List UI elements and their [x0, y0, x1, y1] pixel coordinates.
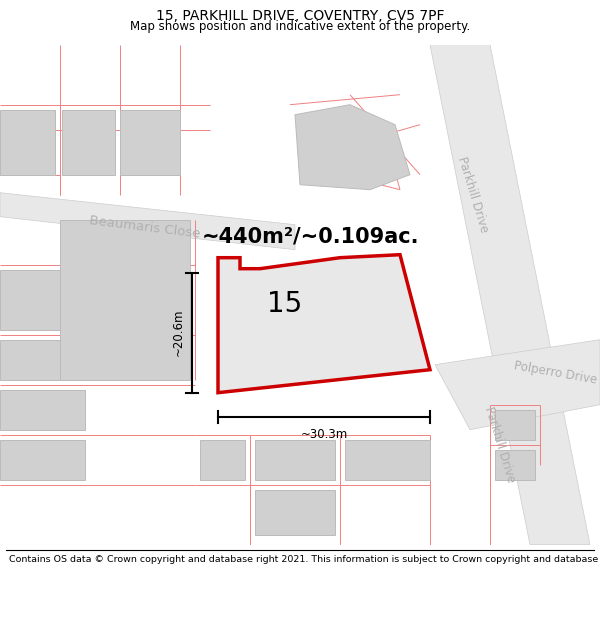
Polygon shape	[255, 440, 335, 480]
Text: ~20.6m: ~20.6m	[172, 309, 185, 356]
Text: Map shows position and indicative extent of the property.: Map shows position and indicative extent…	[130, 20, 470, 33]
Polygon shape	[60, 220, 190, 380]
Text: Parkhill Drive: Parkhill Drive	[455, 155, 491, 234]
Polygon shape	[345, 440, 430, 480]
Polygon shape	[0, 192, 295, 250]
Polygon shape	[435, 340, 600, 430]
Polygon shape	[0, 390, 85, 430]
Polygon shape	[0, 110, 55, 175]
Polygon shape	[0, 270, 115, 330]
Text: 15: 15	[267, 290, 302, 318]
Text: ~30.3m: ~30.3m	[301, 428, 347, 441]
Polygon shape	[218, 255, 430, 392]
Text: 15, PARKHILL DRIVE, COVENTRY, CV5 7PF: 15, PARKHILL DRIVE, COVENTRY, CV5 7PF	[156, 9, 444, 23]
Text: Parkhill Drive: Parkhill Drive	[482, 405, 518, 484]
Polygon shape	[255, 490, 335, 534]
Polygon shape	[495, 450, 535, 480]
Polygon shape	[0, 440, 85, 480]
Text: Contains OS data © Crown copyright and database right 2021. This information is : Contains OS data © Crown copyright and d…	[9, 556, 600, 564]
Polygon shape	[62, 110, 115, 175]
Text: Beaumaris Close: Beaumaris Close	[89, 214, 201, 241]
Polygon shape	[295, 105, 410, 190]
Text: Polperro Drive: Polperro Drive	[512, 359, 598, 386]
Polygon shape	[225, 275, 390, 375]
Polygon shape	[120, 110, 180, 175]
Text: ~440m²/~0.109ac.: ~440m²/~0.109ac.	[201, 227, 419, 247]
Polygon shape	[0, 340, 110, 380]
Polygon shape	[495, 410, 535, 440]
Polygon shape	[200, 440, 245, 480]
Polygon shape	[430, 45, 590, 544]
